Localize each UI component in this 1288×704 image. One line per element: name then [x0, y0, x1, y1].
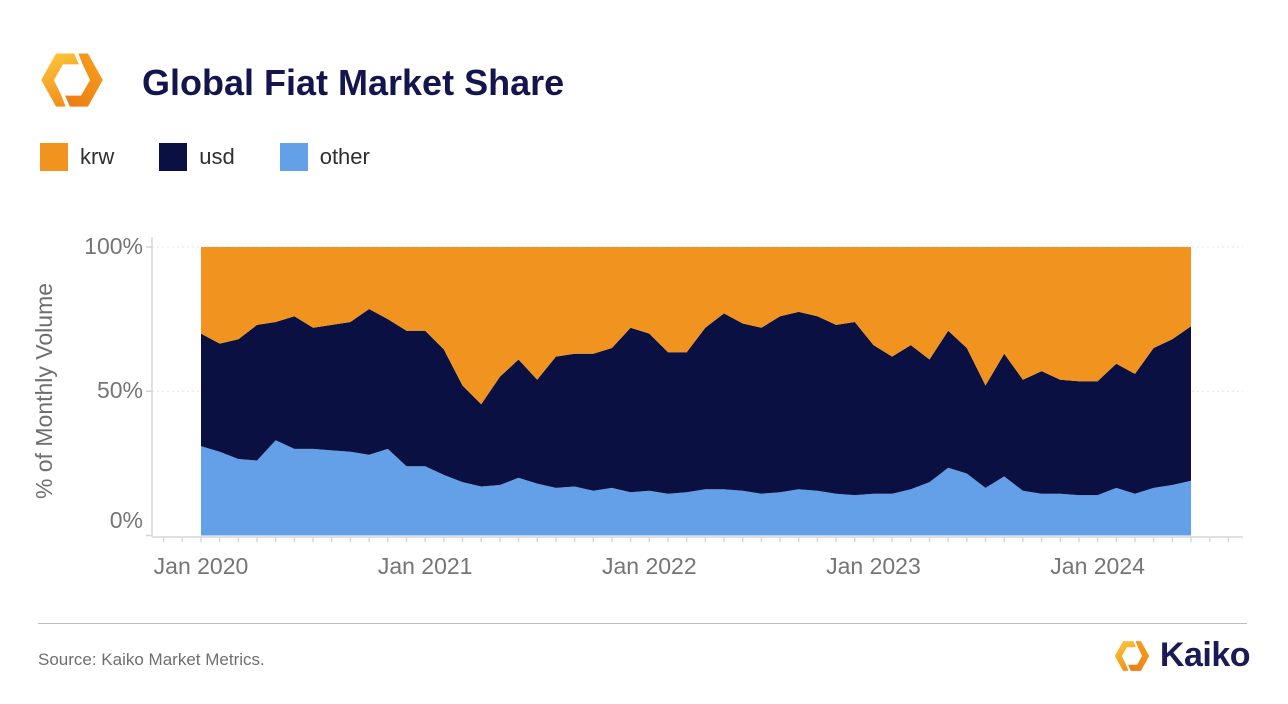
svg-text:Jan 2020: Jan 2020 — [154, 553, 249, 579]
svg-text:0%: 0% — [110, 507, 143, 533]
svg-text:Jan 2022: Jan 2022 — [602, 553, 697, 579]
kaiko-wordmark: Kaiko — [1159, 636, 1251, 674]
source-note: Source: Kaiko Market Metrics. — [38, 650, 265, 669]
svg-text:50%: 50% — [97, 377, 143, 403]
legend-item-usd: usd — [159, 143, 235, 171]
page-title: Global Fiat Market Share — [142, 62, 565, 103]
svg-text:Jan 2024: Jan 2024 — [1050, 553, 1145, 579]
legend-swatch-usd — [159, 143, 188, 171]
stacked-areas — [201, 247, 1191, 536]
area-usd — [201, 309, 1191, 496]
legend-label-other: other — [319, 144, 370, 169]
legend-swatch-krw — [40, 143, 68, 171]
x-tick-labels: Jan 2020 Jan 2021 Jan 2022 Jan 2023 Jan 2024 — [154, 553, 1145, 579]
legend-item-krw: krw — [40, 143, 114, 171]
svg-text:Jan 2023: Jan 2023 — [826, 553, 921, 579]
kaiko-logo-icon — [41, 53, 103, 107]
y-axis-title: % of Monthly Volume — [31, 283, 57, 499]
legend-label-usd: usd — [199, 144, 235, 169]
legend-label-krw: krw — [80, 144, 115, 169]
svg-text:100%: 100% — [84, 233, 143, 259]
legend-swatch-other — [279, 143, 308, 171]
footer-brand: Kaiko — [1113, 636, 1251, 675]
svg-text:Jan 2021: Jan 2021 — [378, 553, 473, 579]
chart-legend: krw usd other — [40, 143, 370, 171]
footer-divider — [38, 623, 1247, 624]
area-other — [201, 440, 1191, 536]
area-krw — [201, 247, 1191, 405]
y-tick-labels: 100% 50% 0% — [84, 233, 143, 533]
kaiko-logo-icon — [1114, 640, 1150, 671]
axes — [146, 237, 1243, 542]
legend-item-other: other — [279, 143, 370, 171]
